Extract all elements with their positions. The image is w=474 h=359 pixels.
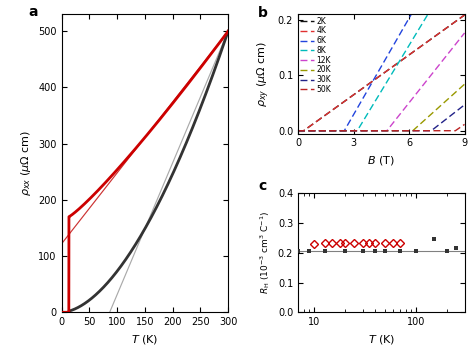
4K	[372, 78, 377, 82]
8K	[295, 129, 301, 133]
20K	[462, 82, 467, 87]
12K	[295, 129, 301, 133]
12K	[304, 129, 310, 133]
30K	[372, 129, 377, 133]
6K	[295, 129, 301, 133]
4K	[457, 17, 463, 21]
Line: 4K: 4K	[298, 15, 465, 131]
Y-axis label: $R_\mathrm{H}$ (10$^{-3}$ cm$^3$ C$^{-1}$): $R_\mathrm{H}$ (10$^{-3}$ cm$^3$ C$^{-1}…	[258, 211, 272, 294]
Text: a: a	[28, 5, 38, 19]
8K	[304, 129, 310, 133]
20K	[457, 87, 463, 91]
2K	[376, 74, 382, 79]
6K	[376, 68, 382, 73]
Line: 8K: 8K	[298, 0, 465, 131]
2K	[426, 38, 432, 43]
12K	[376, 129, 382, 133]
50K	[295, 129, 301, 133]
50K	[304, 129, 310, 133]
12K	[457, 37, 463, 41]
20K	[295, 129, 301, 133]
8K	[376, 93, 382, 97]
12K	[457, 37, 463, 41]
2K	[457, 17, 463, 21]
12K	[372, 129, 377, 133]
30K	[457, 107, 463, 111]
2K	[304, 126, 310, 131]
30K	[304, 129, 310, 133]
12K	[462, 31, 467, 35]
2K	[462, 13, 467, 17]
20K	[457, 87, 463, 91]
Text: c: c	[258, 179, 266, 193]
8K	[426, 10, 432, 14]
Line: 20K: 20K	[298, 84, 465, 131]
30K	[376, 129, 382, 133]
20K	[304, 129, 310, 133]
50K	[372, 129, 377, 133]
8K	[372, 100, 377, 104]
Line: 2K: 2K	[298, 15, 465, 131]
4K	[462, 13, 467, 17]
50K	[376, 129, 382, 133]
12K	[426, 75, 432, 80]
50K	[426, 129, 432, 133]
30K	[295, 129, 301, 133]
30K	[426, 129, 432, 133]
50K	[462, 122, 467, 127]
X-axis label: $T$ (K): $T$ (K)	[367, 333, 395, 346]
2K	[295, 129, 301, 133]
Line: 30K: 30K	[298, 105, 465, 131]
Line: 6K: 6K	[298, 0, 465, 131]
20K	[372, 129, 377, 133]
2K	[457, 17, 463, 21]
2K	[372, 78, 377, 82]
4K	[304, 126, 310, 131]
50K	[457, 126, 463, 130]
30K	[457, 106, 463, 111]
50K	[457, 126, 463, 130]
20K	[376, 129, 382, 133]
Line: 12K: 12K	[298, 33, 465, 131]
Y-axis label: $\rho_{xy}$ ($\mu\Omega$ cm): $\rho_{xy}$ ($\mu\Omega$ cm)	[256, 41, 272, 107]
4K	[376, 74, 382, 79]
30K	[462, 103, 467, 107]
6K	[372, 76, 377, 80]
4K	[426, 38, 432, 43]
4K	[457, 17, 463, 21]
Text: b: b	[258, 6, 268, 20]
X-axis label: $T$ (K): $T$ (K)	[131, 333, 159, 346]
Line: 50K: 50K	[298, 125, 465, 131]
6K	[304, 129, 310, 133]
X-axis label: $B$ (T): $B$ (T)	[367, 154, 395, 167]
20K	[426, 114, 432, 118]
4K	[295, 129, 301, 133]
Y-axis label: $\rho_{xx}$ ($\mu\Omega$ cm): $\rho_{xx}$ ($\mu\Omega$ cm)	[18, 130, 33, 196]
Legend: 2K, 4K, 6K, 8K, 12K, 20K, 30K, 50K: 2K, 4K, 6K, 8K, 12K, 20K, 30K, 50K	[300, 16, 332, 95]
